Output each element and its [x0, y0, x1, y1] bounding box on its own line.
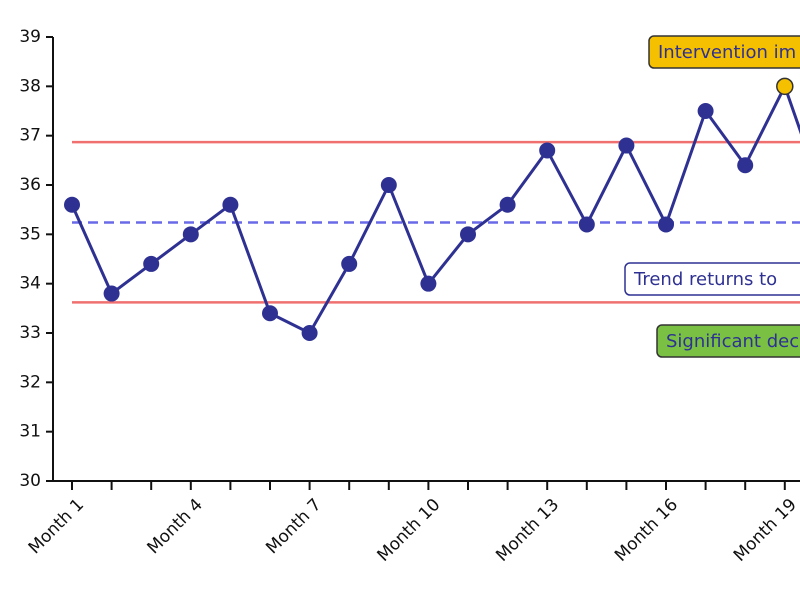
data-point [64, 196, 80, 213]
data-point [539, 142, 556, 159]
highlighted-point [776, 77, 794, 96]
annotation: Significant dec [656, 324, 800, 358]
y-tick-label: 36 [19, 175, 41, 195]
y-tick-label: 31 [19, 422, 41, 442]
data-point [182, 226, 199, 243]
data-point [380, 177, 397, 193]
data-point [143, 255, 160, 272]
y-tick-label: 37 [19, 126, 41, 146]
annotation-box [648, 35, 800, 69]
data-point [420, 275, 437, 292]
data-point [222, 196, 239, 213]
x-tick-label: Month 1 [25, 495, 88, 558]
data-point [341, 255, 358, 272]
x-tick-label: Month 4 [144, 495, 207, 558]
x-tick-label: Month 16 [611, 495, 682, 566]
annotation-box [624, 262, 800, 296]
data-point [658, 216, 674, 233]
data-point [460, 226, 476, 243]
data-point [103, 285, 120, 302]
data-point [737, 157, 754, 174]
y-tick-label: 32 [19, 372, 41, 392]
x-tick-label: Month 19 [730, 495, 800, 566]
annotation-box [656, 324, 800, 358]
annotation: Trend returns to [624, 262, 800, 296]
data-point [618, 137, 635, 154]
x-tick-label: Month 7 [262, 495, 325, 558]
data-point [499, 196, 516, 213]
annotation-text: Intervention im [658, 42, 796, 63]
annotation-text: Significant dec [666, 331, 799, 352]
data-point [578, 216, 595, 233]
x-tick-label: Month 10 [373, 495, 444, 566]
x-tick-label: Month 13 [492, 495, 563, 566]
data-point [262, 305, 278, 322]
y-tick-label: 39 [19, 27, 41, 47]
annotation: Intervention im [648, 35, 800, 69]
y-tick-label: 34 [19, 274, 41, 294]
y-tick-label: 30 [19, 471, 41, 491]
data-point [697, 103, 714, 119]
y-tick-label: 38 [19, 76, 41, 96]
data-line [70, 84, 800, 335]
y-tick-label: 35 [19, 224, 41, 244]
data-point [301, 325, 318, 341]
y-tick-label: 33 [19, 323, 41, 343]
annotation-text: Trend returns to [633, 269, 777, 290]
